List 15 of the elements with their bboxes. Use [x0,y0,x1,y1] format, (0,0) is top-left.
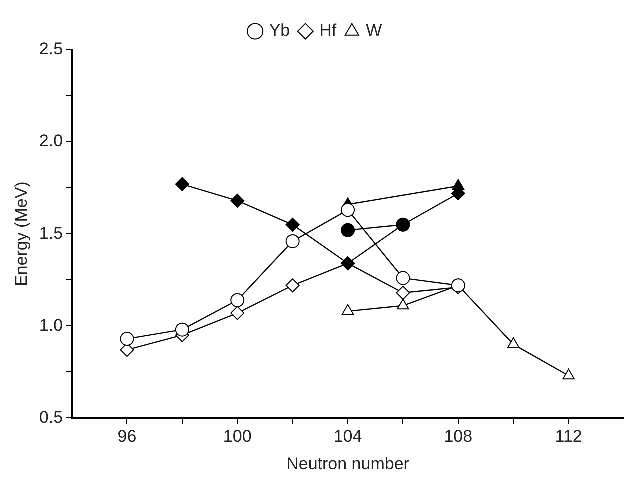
y-tick-label: 0.5 [39,408,64,427]
x-axis-title: Neutron number [286,454,410,474]
y-tick-label: 1.0 [39,316,64,335]
x-tick-label: 112 [555,427,582,446]
x-tick-label: 96 [118,427,137,446]
x-tick-label: 100 [223,427,252,446]
legend-label: W [366,21,382,40]
legend-label: Yb [269,21,290,40]
y-axis-title: Energy (MeV) [12,182,31,287]
x-tick-label: 104 [334,427,362,446]
x-tick-label: 108 [444,427,473,446]
legend-label: Hf [320,21,337,40]
y-tick-label: 1.5 [39,224,64,243]
y-tick-label: 2.5 [39,40,64,59]
y-tick-label: 2.0 [39,132,64,151]
